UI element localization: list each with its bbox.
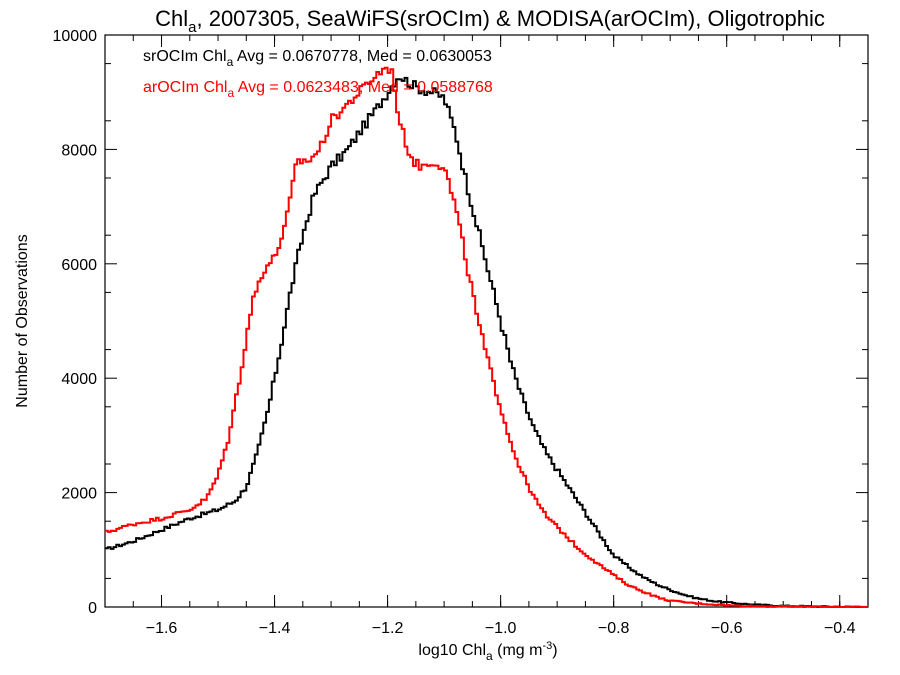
- x-axis-label-units: (mg m: [493, 642, 543, 659]
- x-tick-label: −1.4: [259, 620, 291, 637]
- legend-srocim-stats: Avg = 0.0670778, Med = 0.0630053: [233, 48, 492, 65]
- chart-title-subscript: a: [188, 19, 197, 36]
- x-tick-label: −1.0: [485, 620, 517, 637]
- x-tick-label: −0.4: [824, 620, 856, 637]
- legend-srocim-subscript: a: [227, 55, 234, 69]
- x-tick-label: −1.6: [146, 620, 178, 637]
- x-axis-label-subscript: a: [486, 649, 493, 663]
- y-tick-label: 4000: [61, 371, 97, 388]
- series-line-arOCIm: [105, 66, 868, 608]
- y-axis-ticks: 0 2000 4000 6000 8000 10000: [53, 28, 868, 617]
- y-tick-label: 6000: [61, 257, 97, 274]
- y-tick-label: 0: [88, 600, 97, 617]
- y-tick-label: 10000: [53, 28, 98, 45]
- x-axis-ticks: −1.6 −1.4 −1.2 −1.0 −0.8 −0.6 −0.4: [104, 35, 869, 637]
- x-tick-label: −1.2: [372, 620, 404, 637]
- legend-arocim-subscript: a: [227, 86, 234, 100]
- x-axis-label-tail: ): [552, 642, 557, 659]
- legend-arocim-prefix: arOCIm Chl: [143, 79, 227, 96]
- plot-frame: [104, 34, 869, 608]
- x-tick-label: −0.6: [711, 620, 743, 637]
- chart-title-main: Chl: [155, 6, 188, 31]
- series-layer: [105, 66, 868, 608]
- y-tick-label: 8000: [61, 142, 97, 159]
- legend-arocim-stats: Avg = 0.0623483, Med = 0.0588768: [234, 79, 493, 96]
- y-tick-label: 2000: [61, 486, 97, 503]
- series-line-srOCIm: [105, 76, 868, 608]
- x-axis-label-superscript: -3: [542, 640, 552, 652]
- x-tick-label: −0.8: [598, 620, 630, 637]
- chart-title-rest: , 2007305, SeaWiFS(srOCIm) & MODISA(arOC…: [196, 6, 824, 31]
- legend-srocim: srOCIm Chla Avg = 0.0670778, Med = 0.063…: [143, 48, 492, 69]
- chart-title: Chla, 2007305, SeaWiFS(srOCIm) & MODISA(…: [155, 6, 825, 36]
- x-axis-label-main: log10 Chl: [418, 642, 486, 659]
- x-axis-label: log10 Chla (mg m-3): [418, 640, 557, 663]
- y-axis-label: Number of Observations: [14, 234, 31, 407]
- legend-srocim-prefix: srOCIm Chl: [143, 48, 227, 65]
- legend-arocim: arOCIm Chla Avg = 0.0623483, Med = 0.058…: [143, 79, 493, 100]
